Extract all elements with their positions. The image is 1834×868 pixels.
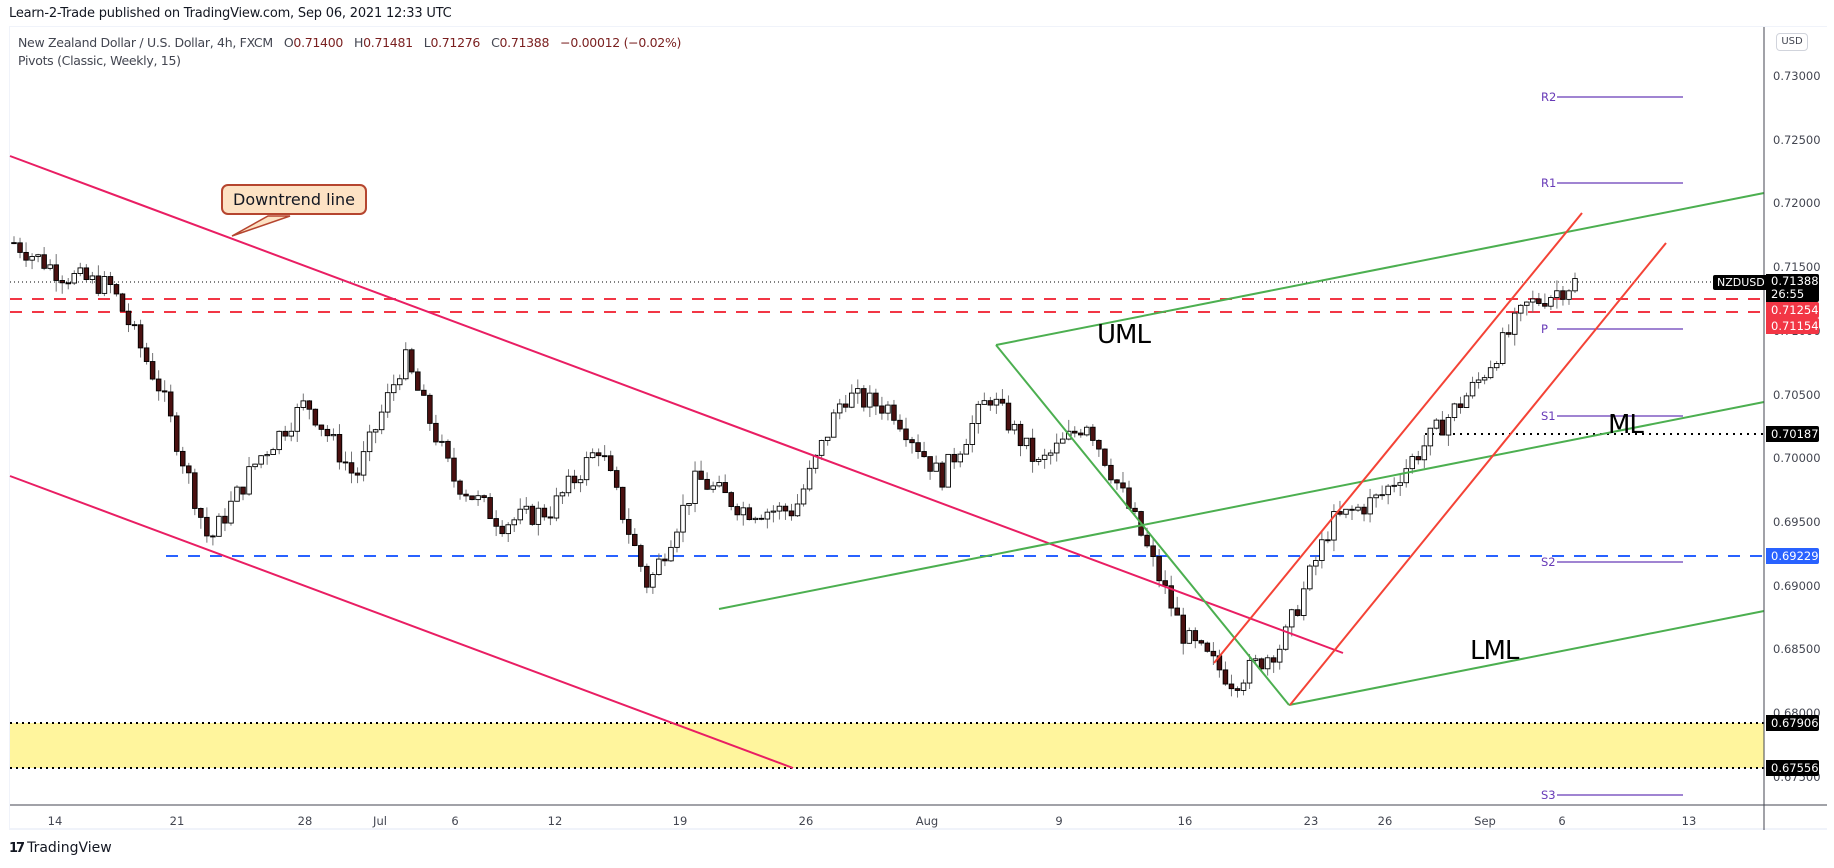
date-tick-label: Aug bbox=[915, 814, 939, 828]
downtrend-line[interactable] bbox=[9, 155, 1344, 654]
pivot-s2-label: S2 bbox=[1541, 555, 1556, 569]
channel-upper-line[interactable] bbox=[1213, 212, 1583, 664]
downtrend-lower-line[interactable] bbox=[9, 475, 794, 769]
symbol-tag: NZDUSD bbox=[1713, 275, 1769, 290]
pivot-s3-label: S3 bbox=[1541, 788, 1556, 802]
date-tick-label: Sep bbox=[1474, 814, 1496, 828]
support-tag: 0.69229 bbox=[1766, 548, 1819, 564]
resistance-tag-1: 0.71254 bbox=[1766, 302, 1819, 318]
pivot-lines bbox=[1557, 96, 1683, 796]
date-tick-label: 14 bbox=[47, 814, 63, 828]
price-tick-label: 0.69000 bbox=[1773, 578, 1821, 593]
symbol-description: New Zealand Dollar / U.S. Dollar, 4h, FX… bbox=[18, 35, 273, 50]
indicator-legend[interactable]: Pivots (Classic, Weekly, 15) bbox=[18, 53, 181, 68]
legend-row-symbol: New Zealand Dollar / U.S. Dollar, 4h, FX… bbox=[18, 35, 682, 50]
date-tick-label: 19 bbox=[672, 814, 688, 828]
date-tick-label: 23 bbox=[1303, 814, 1319, 828]
date-tick-label: 6 bbox=[1558, 814, 1566, 828]
pivot-r1-label: R1 bbox=[1541, 176, 1557, 190]
change-value: −0.00012 (−0.02%) bbox=[560, 35, 682, 50]
price-tick-label: 0.71500 bbox=[1773, 260, 1821, 275]
candlesticks[interactable] bbox=[11, 236, 1578, 698]
pitchfork-lml[interactable] bbox=[1288, 610, 1765, 706]
zone-top-tag: 0.67906 bbox=[1766, 715, 1819, 731]
open-value: 0.71400 bbox=[293, 35, 344, 50]
pivot-r2-label: R2 bbox=[1541, 90, 1557, 104]
price-tick-label: 0.72000 bbox=[1773, 196, 1821, 211]
pitchfork-ml[interactable] bbox=[718, 401, 1765, 610]
callout-pointer bbox=[231, 215, 291, 237]
price-tick-label: 0.72500 bbox=[1773, 132, 1821, 147]
current-price-tag: 0.71388 26:55 bbox=[1766, 274, 1819, 302]
date-tick-label: 21 bbox=[169, 814, 185, 828]
low-value: 0.71276 bbox=[430, 35, 481, 50]
date-tick-label: 26 bbox=[798, 814, 814, 828]
chart-area[interactable] bbox=[10, 27, 1827, 828]
date-tick-label: 12 bbox=[547, 814, 563, 828]
pitchfork-uml[interactable] bbox=[995, 192, 1765, 346]
price-tick-label: 0.70500 bbox=[1773, 387, 1821, 402]
date-tick-label: 13 bbox=[1681, 814, 1697, 828]
price-tick-label: 0.73000 bbox=[1773, 69, 1821, 83]
lml-label[interactable]: LML bbox=[1470, 636, 1519, 666]
zone-bottom-tag: 0.67556 bbox=[1766, 760, 1819, 776]
date-tick-label: 26 bbox=[1377, 814, 1393, 828]
ml-level-tag: 0.70187 bbox=[1766, 426, 1819, 442]
downtrend-callout[interactable]: Downtrend line bbox=[221, 184, 367, 215]
date-tick-label: 16 bbox=[1177, 814, 1193, 828]
tradingview-brand: TradingView bbox=[27, 840, 112, 856]
pivot-p-label: P bbox=[1541, 322, 1548, 336]
ml-label[interactable]: ML bbox=[1608, 410, 1644, 440]
chart-legend: New Zealand Dollar / U.S. Dollar, 4h, FX… bbox=[18, 34, 681, 70]
pivot-s1-label: S1 bbox=[1541, 409, 1556, 423]
date-tick-label: 6 bbox=[451, 814, 459, 828]
close-value: 0.71388 bbox=[499, 35, 550, 50]
bar-countdown: 26:55 bbox=[1771, 287, 1805, 301]
tradingview-logo[interactable]: 17 TradingView bbox=[9, 840, 112, 856]
high-value: 0.71481 bbox=[363, 35, 413, 50]
date-tick-label: 9 bbox=[1055, 814, 1063, 828]
tradingview-mark-icon: 17 bbox=[9, 840, 25, 856]
channel-lower-line[interactable] bbox=[1289, 242, 1667, 706]
demand-zone[interactable] bbox=[10, 723, 1764, 768]
price-tick-label: 0.68500 bbox=[1773, 642, 1821, 657]
price-tick-label: 0.70000 bbox=[1773, 451, 1821, 466]
date-tick-label: 28 bbox=[297, 814, 313, 828]
publish-info: Learn-2-Trade published on TradingView.c… bbox=[9, 6, 452, 21]
resistance-tag-2: 0.71154 bbox=[1766, 318, 1819, 334]
currency-badge[interactable]: USD bbox=[1776, 33, 1808, 51]
uml-label[interactable]: UML bbox=[1097, 320, 1151, 350]
price-tick-label: 0.69500 bbox=[1773, 514, 1821, 529]
date-tick-label: Jul bbox=[373, 814, 387, 828]
